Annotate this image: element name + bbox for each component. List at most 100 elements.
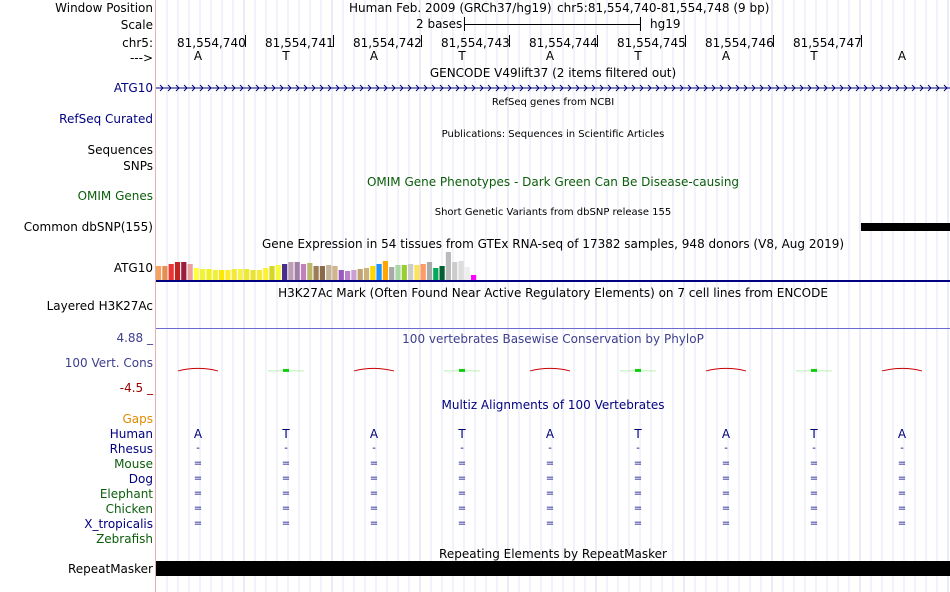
gtex-tissue-bar: [458, 261, 464, 280]
gtex-tissue-bar: [389, 267, 395, 280]
omim-label[interactable]: OMIM Genes: [77, 189, 153, 203]
gtex-tissue-bar: [332, 266, 338, 280]
multiz-track-title[interactable]: Multiz Alignments of 100 Vertebrates: [441, 398, 665, 412]
gtex-tissue-bar: [156, 266, 162, 280]
phylop-mark: [881, 367, 923, 372]
h3k27ac-track-title[interactable]: H3K27Ac Mark (Often Found Near Active Re…: [278, 286, 828, 300]
species-label[interactable]: Rhesus: [109, 442, 153, 456]
species-label[interactable]: Human: [109, 427, 153, 441]
omim-track-title[interactable]: OMIM Gene Phenotypes - Dark Green Can Be…: [366, 175, 740, 189]
gtex-tissue-bar: [420, 264, 426, 280]
gtex-tissue-bar: [181, 262, 187, 280]
dbsnp-track-title[interactable]: Short Genetic Variants from dbSNP releas…: [434, 207, 672, 218]
scale-bar: [464, 24, 640, 25]
gtex-tissue-bar: [363, 268, 370, 280]
alignment-base: =: [457, 503, 467, 514]
gencode-track-title[interactable]: GENCODE V49lift37 (2 items filtered out): [429, 66, 677, 80]
gtex-tissue-bar: [237, 269, 244, 280]
scale-bar-left-tick: [464, 17, 465, 31]
gtex-tissue-bar: [345, 271, 351, 280]
species-label[interactable]: Mouse: [114, 457, 153, 471]
refseq-track-title[interactable]: RefSeq genes from NCBI: [491, 97, 615, 108]
alignment-base: -: [636, 443, 640, 454]
phylop-mark: [529, 367, 571, 372]
alignment-base: =: [633, 518, 643, 529]
phylop-mark: [177, 367, 219, 372]
dbsnp-label[interactable]: Common dbSNP(155): [23, 220, 153, 234]
repeatmasker-track-title[interactable]: Repeating Elements by RepeatMasker: [439, 547, 667, 561]
cons-min-label: -4.5 _: [119, 381, 153, 395]
strand-chevron: [711, 84, 716, 92]
alignment-base: -: [812, 443, 816, 454]
gaps-label[interactable]: Gaps: [122, 412, 153, 426]
ruler-base: A: [721, 49, 731, 63]
gtex-tissue-bar: [439, 266, 445, 280]
strand-chevron: [567, 84, 572, 92]
strand-chevron: [735, 84, 740, 92]
strand-chevron: [599, 84, 604, 92]
ruler-coordinate: 81,554,743: [441, 36, 510, 50]
phylop-track-title[interactable]: 100 vertebrates Basewise Conservation by…: [402, 332, 704, 346]
gtex-tissue-bar: [357, 269, 363, 280]
strand-chevron: [463, 84, 468, 92]
gtex-tissue-bar: [370, 266, 376, 280]
alignment-base: =: [281, 518, 291, 529]
gtex-gene-label[interactable]: ATG10: [113, 261, 153, 275]
h3k27ac-label[interactable]: Layered H3K27Ac: [46, 299, 153, 313]
species-label[interactable]: Zebrafish: [96, 532, 153, 546]
strand-chevron: [207, 84, 212, 92]
cons-label[interactable]: 100 Vert. Cons: [64, 356, 153, 370]
sequences-label[interactable]: Sequences: [87, 143, 153, 157]
gencode-gene-feature[interactable]: [156, 82, 950, 94]
strand-chevron: [183, 84, 188, 92]
alignment-base: =: [281, 473, 291, 484]
snps-label[interactable]: SNPs: [123, 159, 153, 173]
phylop-conservation-plot[interactable]: [156, 346, 950, 392]
strand-chevron: [575, 84, 580, 92]
gtex-expression-bars[interactable]: [156, 250, 950, 282]
ruler-tick: [685, 35, 686, 47]
strand-chevron: [775, 84, 780, 92]
alignment-base: -: [460, 443, 464, 454]
strand-chevron: [895, 84, 900, 92]
refseq-label[interactable]: RefSeq Curated: [59, 112, 153, 126]
repeatmasker-feature[interactable]: [156, 561, 950, 576]
alignment-base: -: [372, 443, 376, 454]
strand-chevron: [695, 84, 700, 92]
alignment-base: =: [545, 473, 555, 484]
alignment-base: =: [721, 503, 731, 514]
alignment-base: =: [457, 488, 467, 499]
species-label[interactable]: Dog: [128, 472, 153, 486]
ruler-base: A: [545, 49, 555, 63]
species-label[interactable]: Elephant: [99, 487, 153, 501]
publications-track-title[interactable]: Publications: Sequences in Scientific Ar…: [441, 129, 665, 140]
strand-chevron: [447, 84, 452, 92]
alignment-base: -: [284, 443, 288, 454]
scale-bar-right-tick: [640, 17, 641, 31]
strand-chevron: [623, 84, 628, 92]
strand-chevron: [663, 84, 668, 92]
dbsnp-variant-feature[interactable]: [861, 223, 950, 231]
ruler-coordinate: 81,554,744: [529, 36, 598, 50]
alignment-base: =: [457, 518, 467, 529]
species-label[interactable]: Chicken: [105, 502, 153, 516]
strand-chevron: [591, 84, 596, 92]
alignment-base: =: [809, 473, 819, 484]
alignment-base: -: [196, 443, 200, 454]
gencode-gene-label[interactable]: ATG10: [113, 81, 153, 95]
alignment-base: =: [369, 518, 379, 529]
ruler-base: T: [810, 49, 818, 63]
strand-chevron: [615, 84, 620, 92]
strand-chevron: [551, 84, 556, 92]
strand-chevron: [719, 84, 724, 92]
gtex-tissue-bar: [445, 252, 451, 280]
strand-chevron: [359, 84, 364, 92]
species-label[interactable]: X_tropicalis: [84, 517, 153, 531]
repeatmasker-label[interactable]: RepeatMasker: [67, 562, 153, 576]
strand-chevron: [631, 84, 636, 92]
gtex-track-title[interactable]: Gene Expression in 54 tissues from GTEx …: [261, 237, 845, 251]
ruler-base: A: [369, 49, 379, 63]
gtex-tissue-bar: [452, 262, 458, 280]
strand-chevron: [215, 84, 220, 92]
alignment-base: =: [545, 503, 555, 514]
